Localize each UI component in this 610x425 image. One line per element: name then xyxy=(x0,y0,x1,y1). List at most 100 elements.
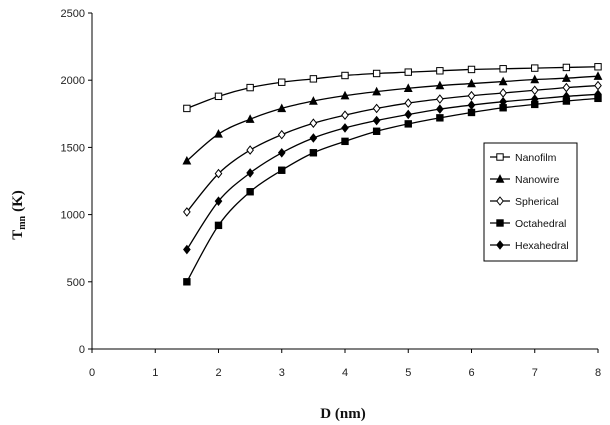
data-point xyxy=(561,73,571,82)
legend-item: Nanowire xyxy=(490,174,560,186)
legend-marker xyxy=(496,196,504,206)
series-octahedral xyxy=(183,94,602,286)
y-tick-label: 2500 xyxy=(61,8,85,20)
svg-text:Tmn(K): Tmn (K) xyxy=(10,190,28,240)
data-point xyxy=(245,114,255,123)
y-axis-title: Tmn (K) xyxy=(10,190,28,240)
x-tick-label: 1 xyxy=(152,367,158,379)
data-point xyxy=(404,109,413,120)
data-point xyxy=(467,78,476,88)
legend-label: Hexahedral xyxy=(515,240,569,252)
y-tick-label: 0 xyxy=(79,344,85,356)
data-point xyxy=(467,100,476,110)
data-point xyxy=(277,147,286,158)
data-point xyxy=(214,168,223,179)
data-point xyxy=(341,123,349,133)
data-point xyxy=(403,83,413,92)
data-point xyxy=(183,278,191,286)
legend-item: Octahedral xyxy=(490,218,566,230)
data-point xyxy=(340,90,350,100)
data-point xyxy=(594,89,602,100)
x-tick-label: 0 xyxy=(89,367,95,379)
data-point xyxy=(309,118,318,129)
data-point xyxy=(246,188,254,196)
data-point xyxy=(214,221,223,230)
data-point xyxy=(277,103,287,113)
y-tick-label: 2000 xyxy=(61,75,85,87)
data-point xyxy=(246,168,254,178)
data-point xyxy=(309,149,318,157)
data-point xyxy=(499,88,507,98)
data-point xyxy=(467,65,476,74)
legend-item: Hexahedral xyxy=(490,240,569,252)
axes: 0 500 1000 1500 2000 2500 0 1 2 3 4 5 6 7 8 xyxy=(61,8,602,379)
legend: Nanofilm Nanowire Spherical Octahedral Hexah… xyxy=(483,142,578,262)
data-point xyxy=(404,98,413,108)
legend-label: Nanowire xyxy=(515,174,560,186)
legend-marker xyxy=(496,240,504,250)
data-point xyxy=(435,80,445,90)
data-point xyxy=(182,155,192,165)
data-point xyxy=(341,71,349,80)
x-tick-label: 7 xyxy=(532,367,538,379)
data-point xyxy=(562,63,571,72)
data-point xyxy=(594,63,602,71)
series-spherical xyxy=(183,80,602,217)
data-point xyxy=(278,78,286,86)
legend-marker xyxy=(496,153,504,161)
data-point xyxy=(183,104,191,113)
y-axis-title-subscript: mn xyxy=(17,215,28,229)
data-point xyxy=(341,137,349,146)
data-point xyxy=(183,244,191,255)
data-point xyxy=(246,145,254,155)
data-point xyxy=(404,68,412,76)
x-tick-label: 5 xyxy=(405,367,411,379)
data-point xyxy=(530,85,539,96)
data-point xyxy=(530,74,540,84)
x-tick-label: 3 xyxy=(279,367,285,379)
y-axis-title-unit: (K) xyxy=(10,190,26,212)
data-point xyxy=(246,83,254,92)
series-line xyxy=(186,75,599,162)
data-point xyxy=(372,115,381,126)
data-point xyxy=(372,86,382,96)
data-point xyxy=(278,166,286,174)
data-point xyxy=(530,94,539,104)
series-layer xyxy=(182,63,603,286)
legend-item: Spherical xyxy=(490,196,559,208)
data-point xyxy=(562,91,571,102)
legend-item: Nanofilm xyxy=(490,152,557,164)
data-point xyxy=(593,71,603,80)
data-point xyxy=(499,96,507,107)
data-point xyxy=(372,69,381,78)
data-point xyxy=(436,94,444,104)
legend-marker xyxy=(495,174,505,183)
legend-marker xyxy=(496,219,504,227)
data-point xyxy=(562,82,571,93)
data-point xyxy=(341,110,349,120)
data-point xyxy=(436,114,444,122)
data-point xyxy=(436,67,444,75)
data-point xyxy=(372,127,381,135)
data-point xyxy=(467,90,476,101)
legend-label: Spherical xyxy=(515,196,559,208)
legend-label: Nanofilm xyxy=(515,152,557,164)
y-tick-label: 1000 xyxy=(61,210,85,222)
y-tick-label: 1500 xyxy=(61,142,85,154)
data-point xyxy=(214,129,223,138)
x-tick-label: 2 xyxy=(215,367,221,379)
data-point xyxy=(404,120,412,128)
x-axis-title: D (nm) xyxy=(320,406,365,422)
x-tick-label: 8 xyxy=(595,367,601,379)
data-point xyxy=(277,129,286,140)
series-nanowire xyxy=(182,71,603,165)
data-point xyxy=(214,92,223,101)
data-point xyxy=(309,75,318,83)
data-point xyxy=(467,108,476,117)
series-hexahedral xyxy=(183,89,602,255)
y-tick-label: 500 xyxy=(67,277,85,289)
data-point xyxy=(372,103,381,114)
legend-label: Octahedral xyxy=(515,218,566,230)
series-nanofilm xyxy=(183,63,602,113)
